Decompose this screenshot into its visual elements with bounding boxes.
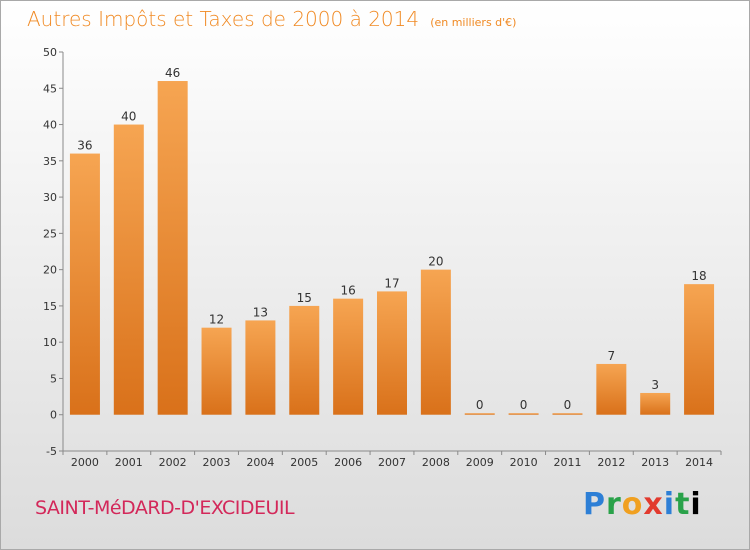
y-tick-label: 5 xyxy=(50,372,57,385)
commune-name: SAINT-MéDARD-D'EXCIDEUIL xyxy=(35,497,295,519)
data-label: 15 xyxy=(297,291,312,305)
data-label: 16 xyxy=(340,284,355,298)
x-tick-label: 2014 xyxy=(685,456,713,469)
data-label: 17 xyxy=(384,276,399,290)
bar xyxy=(420,269,451,415)
x-tick-label: 2009 xyxy=(466,456,494,469)
data-label: 7 xyxy=(608,349,616,363)
y-tick-label: 25 xyxy=(43,227,57,240)
bars: 36 40 46 12 13 15 16 17 20 0 0 0 7 3 18 xyxy=(69,66,715,415)
data-label: 18 xyxy=(691,269,706,283)
bar xyxy=(113,124,144,415)
bar xyxy=(596,363,627,415)
data-label: 12 xyxy=(209,313,224,327)
y-tick-label: -5 xyxy=(46,445,57,458)
bar xyxy=(684,284,715,415)
x-tick-label: 2002 xyxy=(159,456,187,469)
bar xyxy=(289,305,320,415)
bar xyxy=(69,153,100,415)
data-label: 36 xyxy=(77,139,92,153)
y-tick-label: 45 xyxy=(43,82,57,95)
x-tick-label: 2008 xyxy=(422,456,450,469)
y-tick-label: 30 xyxy=(43,191,57,204)
x-tick-label: 2007 xyxy=(378,456,406,469)
bar xyxy=(464,413,495,415)
bar xyxy=(245,320,276,415)
x-tick-label: 2004 xyxy=(246,456,274,469)
y-tick-label: 35 xyxy=(43,155,57,168)
chart-title: Autres Impôts et Taxes de 2000 à 2014 xyxy=(27,7,420,31)
logo-letter: t xyxy=(675,487,691,522)
bar xyxy=(157,81,188,415)
x-tick-label: 2006 xyxy=(334,456,362,469)
x-tick-label: 2005 xyxy=(290,456,318,469)
bar xyxy=(333,298,364,415)
bar xyxy=(377,291,407,415)
x-tick-label: 2012 xyxy=(597,456,625,469)
x-tick-label: 2013 xyxy=(641,456,669,469)
x-tick-label: 2011 xyxy=(553,456,581,469)
title-row: Autres Impôts et Taxes de 2000 à 2014 (e… xyxy=(27,7,516,31)
logo-letter: P xyxy=(583,487,606,522)
y-tick-label: 20 xyxy=(43,264,57,277)
logo-letter: r xyxy=(606,487,622,522)
data-label: 0 xyxy=(476,398,484,412)
x-tick-label: 2000 xyxy=(71,456,99,469)
logo-letter: i xyxy=(663,487,676,522)
x-tick-label: 2003 xyxy=(203,456,231,469)
bar xyxy=(201,327,232,415)
y-tick-label: 0 xyxy=(50,409,57,422)
y-tick-label: 10 xyxy=(43,336,57,349)
y-tick-label: 50 xyxy=(43,46,57,59)
data-label: 20 xyxy=(428,255,443,269)
y-tick-label: 40 xyxy=(43,119,57,132)
x-tick-label: 2010 xyxy=(510,456,538,469)
logo-letter: o xyxy=(621,487,644,522)
data-label: 46 xyxy=(165,66,180,80)
bar xyxy=(508,413,539,415)
y-tick-label: 15 xyxy=(43,300,57,313)
chart-unit: (en milliers d'€) xyxy=(430,16,517,29)
bar xyxy=(552,413,583,415)
data-label: 40 xyxy=(121,110,136,124)
logo-letter: i xyxy=(690,487,702,522)
data-label: 13 xyxy=(253,305,268,319)
x-tick-label: 2001 xyxy=(115,456,143,469)
data-label: 3 xyxy=(651,378,659,392)
data-label: 0 xyxy=(520,398,528,412)
bar xyxy=(640,392,671,415)
proxiti-logo: Proxiti xyxy=(583,487,702,522)
data-label: 0 xyxy=(564,398,572,412)
logo-letter: x xyxy=(643,487,664,522)
